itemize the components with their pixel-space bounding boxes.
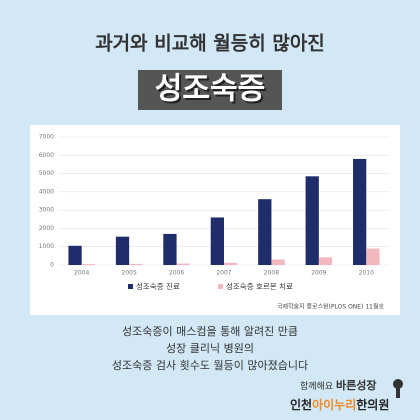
bar — [271, 259, 285, 265]
bar — [129, 263, 143, 265]
bar — [81, 264, 95, 265]
bar — [318, 257, 333, 265]
body-line: 성조숙증이 매스컴을 통해 알려진 만큼 — [122, 324, 298, 338]
bar — [305, 176, 319, 265]
y-tick-label: 6000 — [39, 152, 54, 159]
body-line: 성장 클리닉 병원의 — [166, 342, 254, 355]
bar — [68, 245, 82, 265]
x-tick-label: 2008 — [264, 270, 279, 277]
logo-tagline-b: 바른성장 — [336, 378, 376, 392]
banner-shadow: 성조숙증 — [157, 74, 267, 109]
legend-swatch — [128, 284, 133, 289]
bar — [224, 262, 238, 265]
y-tick-label: 5000 — [39, 170, 54, 177]
logo-icon — [396, 388, 400, 398]
logo-name-c: 한의원 — [356, 397, 389, 412]
y-tick-label: 7000 — [39, 134, 54, 141]
legend-label: 성조숙증 진료 — [136, 281, 180, 291]
x-tick-label: 2007 — [216, 270, 231, 277]
y-tick-label: 1000 — [39, 243, 54, 250]
logo-name: 인천아이누리한의원 — [290, 397, 389, 412]
title: 과거와 비교해 월등히 많아진 — [95, 33, 325, 55]
x-tick-label: 2009 — [311, 270, 326, 277]
banner-box — [138, 70, 282, 110]
y-tick-label: 4000 — [39, 188, 54, 195]
bar — [115, 236, 130, 265]
bar — [163, 233, 177, 265]
y-tick-label: 3000 — [39, 207, 54, 214]
bar — [353, 158, 367, 265]
body-line: 성조숙증 검사 횟수도 월등이 많아졌습니다 — [112, 359, 308, 372]
banner: 성조숙증 — [155, 72, 265, 107]
legend-label: 성조숙증 호르몬 치료 — [226, 282, 293, 291]
legend-swatch — [218, 284, 223, 289]
bar — [258, 199, 272, 265]
bar — [210, 217, 224, 265]
logo-tagline-a: 함께해요 — [300, 381, 333, 392]
x-tick-label: 2004 — [74, 270, 89, 277]
x-tick-label: 2006 — [169, 270, 184, 277]
logo-icon — [393, 379, 403, 389]
x-tick-label: 2010 — [359, 270, 374, 277]
y-tick-label: 2000 — [39, 225, 54, 232]
logo-name-a: 인천 — [290, 397, 312, 412]
bar — [176, 263, 190, 265]
x-tick-label: 2005 — [122, 270, 137, 277]
source: 국제학술지 플로스원(PLOS ONE) 11월호 — [277, 303, 385, 311]
logo-name-b: 아이누리 — [312, 397, 356, 412]
y-tick-label: 0 — [50, 262, 54, 269]
logo-tagline: 함께해요 바른성장 — [300, 378, 376, 392]
bar — [366, 248, 380, 265]
